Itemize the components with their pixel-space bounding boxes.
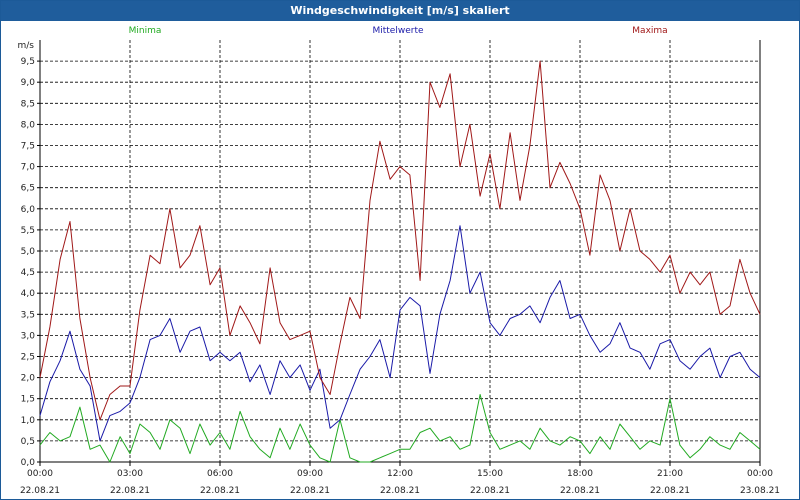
y-tick-label: 7,5 (21, 142, 35, 152)
y-tick-label: 8,0 (21, 120, 36, 130)
x-tick-date-label: 22.08.21 (560, 486, 600, 496)
x-tick-date-label: 22.08.21 (380, 486, 420, 496)
legend-label-maxima: Maxima (632, 26, 667, 36)
y-tick-label: 4,0 (21, 289, 36, 299)
x-tick-date-label: 22.08.21 (110, 486, 150, 496)
series-line-maxima (39, 60, 761, 421)
y-tick-label: 2,5 (21, 353, 35, 363)
y-tick-label: 1,5 (21, 395, 35, 405)
legend-label-minima: Minima (129, 26, 162, 36)
y-tick-label: 0,5 (21, 437, 35, 447)
y-tick-label: 4,5 (21, 268, 35, 278)
x-tick-time-label: 18:00 (567, 469, 593, 479)
y-tick-label: 5,5 (21, 226, 35, 236)
legend-label-mittelwerte: Mittelwerte (372, 26, 423, 36)
x-tick-time-label: 06:00 (207, 469, 233, 479)
y-tick-label: 5,0 (21, 247, 36, 257)
y-tick-label: 6,5 (21, 184, 35, 194)
x-tick-date-label: 22.08.21 (470, 486, 510, 496)
series-line-minima (39, 394, 761, 463)
y-tick-label: 6,0 (21, 205, 36, 215)
x-tick-time-label: 15:00 (477, 469, 503, 479)
y-tick-label: 3,0 (21, 331, 36, 341)
y-tick-label: 2,0 (21, 374, 36, 384)
y-axis-label: m/s (18, 41, 35, 51)
x-tick-date-label: 23.08.21 (740, 486, 780, 496)
y-tick-label: 9,0 (21, 78, 36, 88)
y-tick-label: 1,0 (21, 416, 36, 426)
x-tick-date-label: 22.08.21 (650, 486, 690, 496)
chart-legend: Minima Mittelwerte Maxima (129, 26, 668, 36)
x-tick-time-label: 09:00 (297, 469, 323, 479)
series-line-mittelwerte (39, 225, 761, 442)
x-tick-date-label: 22.08.21 (200, 486, 240, 496)
x-tick-time-label: 00:00 (27, 469, 53, 479)
x-tick-time-label: 21:00 (657, 469, 683, 479)
y-tick-label: 3,5 (21, 310, 35, 320)
y-tick-label: 9,5 (21, 57, 35, 67)
x-tick-time-label: 03:00 (117, 469, 143, 479)
chart-axes: 0,0 0,5 1,0 1,5 2,0 2,5 3,0 3,5 4,0 4,5 5,0 5,5 6,0 6… (18, 40, 780, 496)
y-tick-label: 8,5 (21, 99, 35, 109)
y-tick-label: 7,0 (21, 163, 36, 173)
x-tick-date-label: 22.08.21 (20, 486, 60, 496)
chart-grid (40, 40, 760, 463)
chart-title: Windgeschwindigkeit [m/s] skaliert (1, 1, 799, 21)
x-tick-time-label: 00:00 (747, 469, 773, 479)
x-tick-time-label: 12:00 (387, 469, 413, 479)
y-tick-label: 0,0 (21, 458, 36, 468)
x-tick-date-label: 22.08.21 (290, 486, 330, 496)
chart-series (39, 60, 761, 463)
